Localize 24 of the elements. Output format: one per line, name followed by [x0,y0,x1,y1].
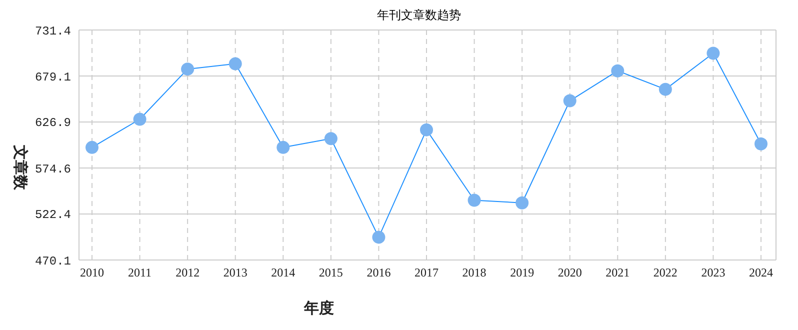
y-tick-label: 470.1 [34,254,71,268]
x-tick-label: 2020 [558,266,582,280]
y-tick-label: 626.9 [34,116,71,130]
x-tick-label: 2019 [510,266,534,280]
x-tick-label: 2010 [80,266,104,280]
x-tick-label: 2015 [318,266,343,280]
x-tick-label: 2021 [606,266,630,280]
y-tick-label: 522.4 [34,208,71,222]
x-tick-label: 2016 [366,266,391,280]
x-tick-label: 2013 [223,266,248,280]
x-tick-label: 2024 [749,266,773,280]
x-axis-title: 年度 [303,299,334,317]
x-tick-label: 2014 [271,266,296,280]
x-tick-label: 2023 [701,266,726,280]
x-tick-label: 2012 [176,266,200,280]
x-tick-label: 2011 [128,266,152,280]
y-tick-label: 679.1 [34,70,71,84]
y-tick-label: 731.4 [34,24,71,38]
x-tick-label: 2017 [414,266,438,280]
y-axis-title: 文章数 [12,144,30,191]
y-tick-label: 574.6 [34,162,71,176]
x-tick-label: 2022 [653,266,678,280]
x-tick-label: 2018 [462,266,486,280]
chart-title: 年刊文章数趋势 [376,8,462,22]
